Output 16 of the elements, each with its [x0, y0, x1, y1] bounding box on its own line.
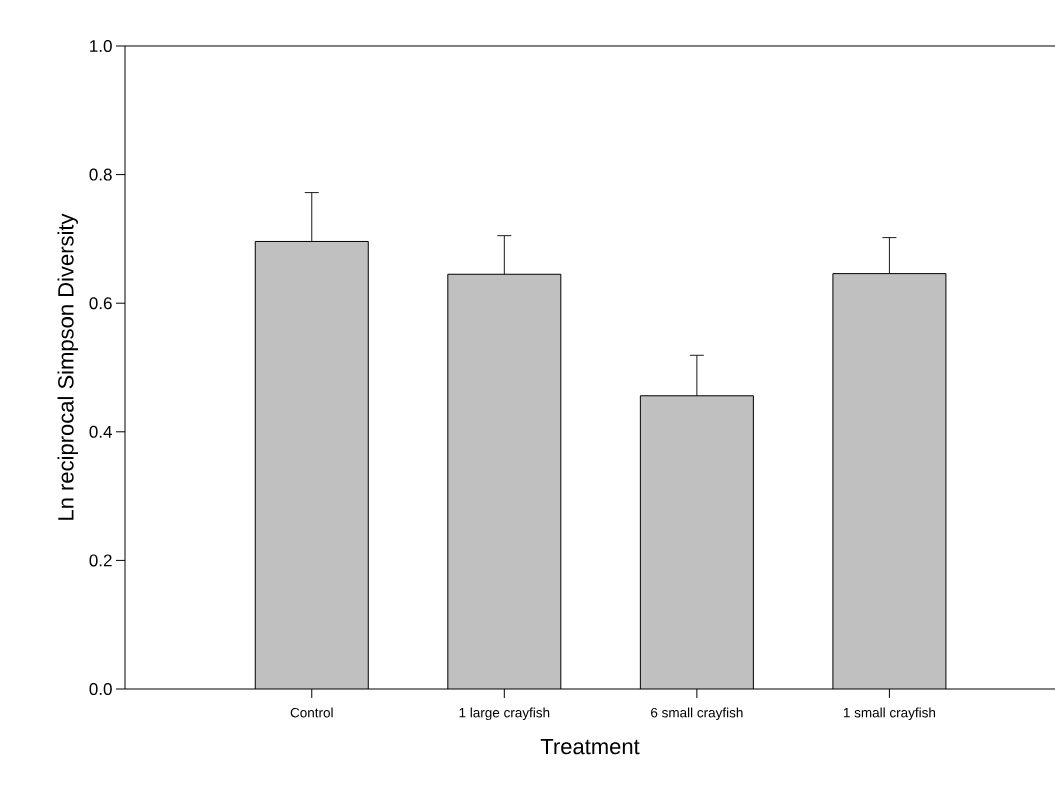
y-tick-label: 0.4	[89, 425, 112, 438]
x-tick-label: 1 large crayfish	[459, 707, 550, 721]
x-tick-label: Control	[290, 707, 333, 718]
y-axis-title: Ln reciprocal Simpson Diversity	[57, 213, 78, 520]
y-tick-label: 0.6	[89, 297, 112, 310]
bar	[832, 273, 947, 689]
y-tick-label: 0.8	[89, 168, 112, 181]
y-tick-label: 0.0	[89, 682, 112, 696]
bar	[640, 395, 754, 689]
x-tick-label: 1 small crayfish	[843, 707, 936, 721]
x-axis-title: Treatment	[540, 738, 640, 755]
bar	[255, 241, 369, 689]
bar	[447, 274, 561, 689]
x-tick-label: 6 small crayfish	[651, 707, 743, 721]
y-tick-label: 0.2	[89, 554, 112, 567]
y-tick-label: 1.0	[90, 39, 112, 53]
